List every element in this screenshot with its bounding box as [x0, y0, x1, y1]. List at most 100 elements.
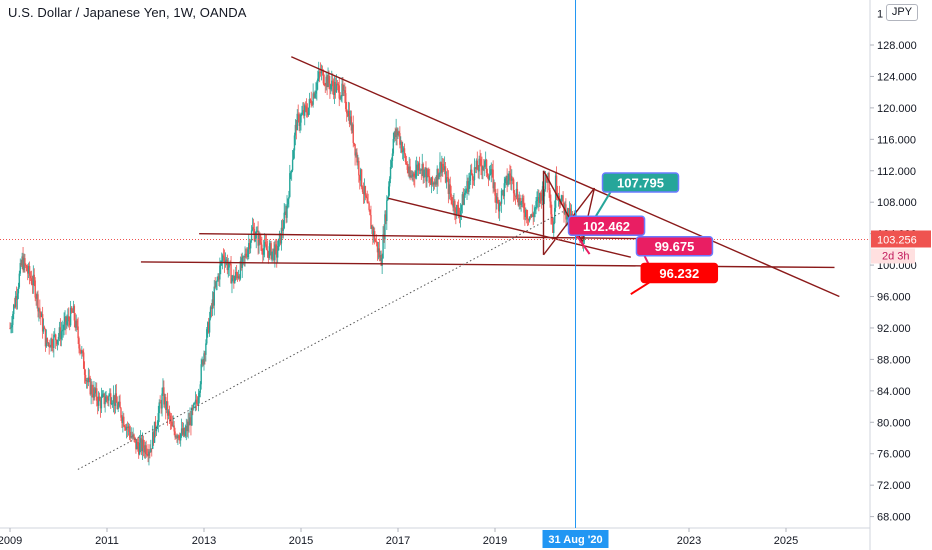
candle-body [455, 212, 457, 216]
candle-body [479, 158, 481, 160]
candle-body [183, 428, 186, 436]
candle-body [166, 401, 169, 416]
target-callout-box[interactable] [635, 235, 714, 257]
candle-body [236, 274, 239, 279]
candle-body [21, 256, 23, 266]
candle-body [513, 193, 516, 196]
candle-body [190, 417, 192, 426]
candle-body [113, 395, 116, 406]
candle-body [32, 274, 35, 286]
candle-body [54, 334, 56, 336]
candle-body [76, 320, 78, 327]
candle-body [284, 211, 286, 213]
candle-body [482, 166, 484, 171]
countdown-badge [871, 248, 915, 264]
currency-selector[interactable]: JPY [886, 4, 918, 21]
support-line-upper[interactable] [199, 232, 690, 240]
candle-body [402, 148, 405, 151]
target-callout-box[interactable] [601, 172, 680, 193]
candle-body [359, 175, 361, 181]
candle-body [115, 393, 118, 403]
candle-body [23, 258, 25, 271]
candle-body [296, 113, 298, 131]
candle-body [268, 246, 270, 258]
candle-body [227, 267, 229, 271]
candle-body [36, 294, 38, 299]
candle-body [432, 183, 435, 185]
wedge-lower-line[interactable] [388, 197, 631, 258]
candle-body [435, 181, 437, 185]
candle-body [397, 131, 399, 136]
candle-body [481, 165, 483, 171]
candle-body [276, 245, 278, 258]
candle-body [10, 327, 12, 329]
candle-body [163, 387, 165, 405]
candle-body [385, 214, 387, 222]
candle-body [173, 425, 175, 432]
candle-body [90, 384, 92, 395]
candle-body [358, 160, 360, 176]
candle-body [571, 213, 574, 216]
candle-body [26, 265, 28, 272]
candle-body [286, 204, 288, 218]
candle-body [470, 169, 472, 177]
candle-body [159, 402, 161, 404]
candle-body [420, 169, 423, 171]
candle-body [304, 105, 306, 116]
candle-body [53, 334, 55, 348]
candle-body [301, 113, 303, 116]
long-downtrend-line[interactable] [291, 56, 840, 298]
candle-body [426, 169, 428, 182]
candle-body [263, 241, 266, 249]
candle-body [157, 413, 159, 426]
candle-body [465, 190, 467, 193]
candle-body [518, 197, 520, 206]
candle-body [516, 188, 519, 201]
candle-body [520, 201, 522, 205]
candle-body [189, 417, 191, 426]
candle-body [278, 233, 281, 239]
candle-body [457, 207, 460, 216]
candle-body [502, 190, 505, 197]
candle-body [346, 113, 349, 117]
candle-body [364, 186, 367, 196]
candle-body [232, 275, 234, 279]
candle-body [175, 436, 177, 438]
candle-body [191, 407, 193, 426]
candle-body [139, 438, 142, 443]
candle-body [377, 248, 380, 253]
candle-body [451, 197, 453, 204]
candle-body [63, 321, 65, 330]
candle-body [440, 162, 442, 173]
candle-body [89, 377, 91, 395]
candle-body [386, 200, 388, 222]
current-price-badge [871, 230, 931, 248]
candle-body [348, 110, 351, 124]
candle-body [245, 253, 247, 257]
candle-body [96, 388, 98, 401]
target-callout-box[interactable] [640, 262, 719, 284]
cursor-date-badge [542, 530, 609, 548]
candle-body [298, 114, 300, 126]
candle-body [466, 181, 468, 191]
candle-body [204, 353, 206, 355]
candle-body [496, 197, 498, 203]
candle-body [499, 202, 502, 204]
candle-body [110, 393, 112, 405]
candle-body [147, 454, 149, 456]
candle-body [169, 415, 172, 422]
support-line-lower[interactable] [140, 261, 835, 269]
candle-body [407, 169, 409, 174]
candle-body [44, 328, 47, 347]
candle-body [103, 393, 105, 405]
candle-body [472, 179, 475, 181]
candle-body [149, 451, 151, 453]
candle-body [123, 416, 125, 427]
candle-body [487, 176, 490, 180]
candle-body [29, 275, 32, 279]
candle-body [168, 411, 171, 416]
candle-body [360, 169, 363, 188]
target-callout-box[interactable] [567, 215, 646, 237]
